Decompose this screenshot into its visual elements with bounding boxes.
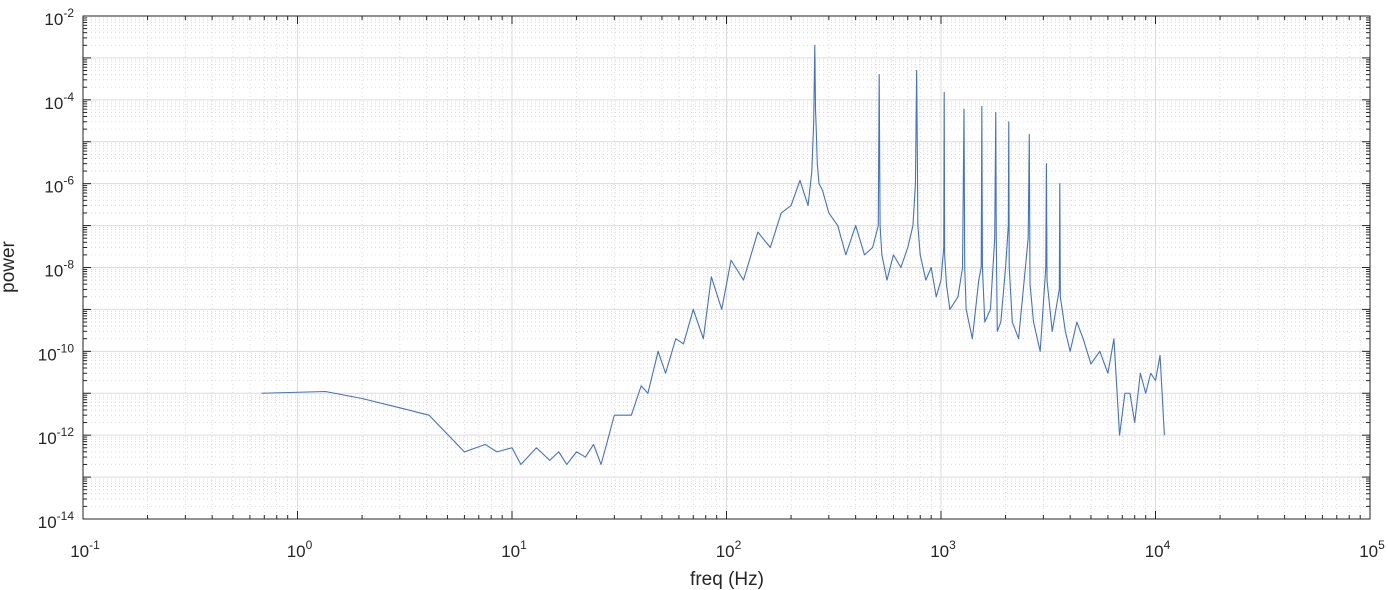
- y-tick-label: 10-4: [44, 90, 74, 113]
- x-axis-title: freq (Hz): [690, 569, 764, 590]
- x-tick-label: 10-1: [70, 538, 100, 561]
- power-series-line: [261, 44, 1165, 466]
- grid-layer: [82, 15, 1371, 520]
- x-tick-label: 103: [930, 538, 956, 561]
- axis-ticks-layer: [82, 15, 1371, 520]
- x-tick-label: 105: [1359, 538, 1385, 561]
- y-tick-labels: 10-14 10-12 10-10 10-8 10-6 10-4 10-2: [38, 6, 75, 532]
- y-tick-label: 10-12: [38, 425, 75, 448]
- data-layer: [261, 44, 1165, 466]
- y-tick-label: 10-2: [44, 6, 74, 29]
- x-tick-label: 102: [716, 538, 742, 561]
- y-tick-label: 10-10: [38, 341, 75, 364]
- x-tick-label: 100: [287, 538, 313, 561]
- x-tick-label: 104: [1145, 538, 1171, 561]
- y-tick-label: 10-6: [44, 174, 74, 197]
- y-axis-title: power: [0, 240, 19, 292]
- x-tick-labels: 10-1 100 101 102 103 104 105: [70, 538, 1385, 561]
- y-tick-label: 10-14: [38, 509, 75, 532]
- x-tick-label: 101: [501, 538, 527, 561]
- y-tick-label: 10-8: [44, 258, 74, 281]
